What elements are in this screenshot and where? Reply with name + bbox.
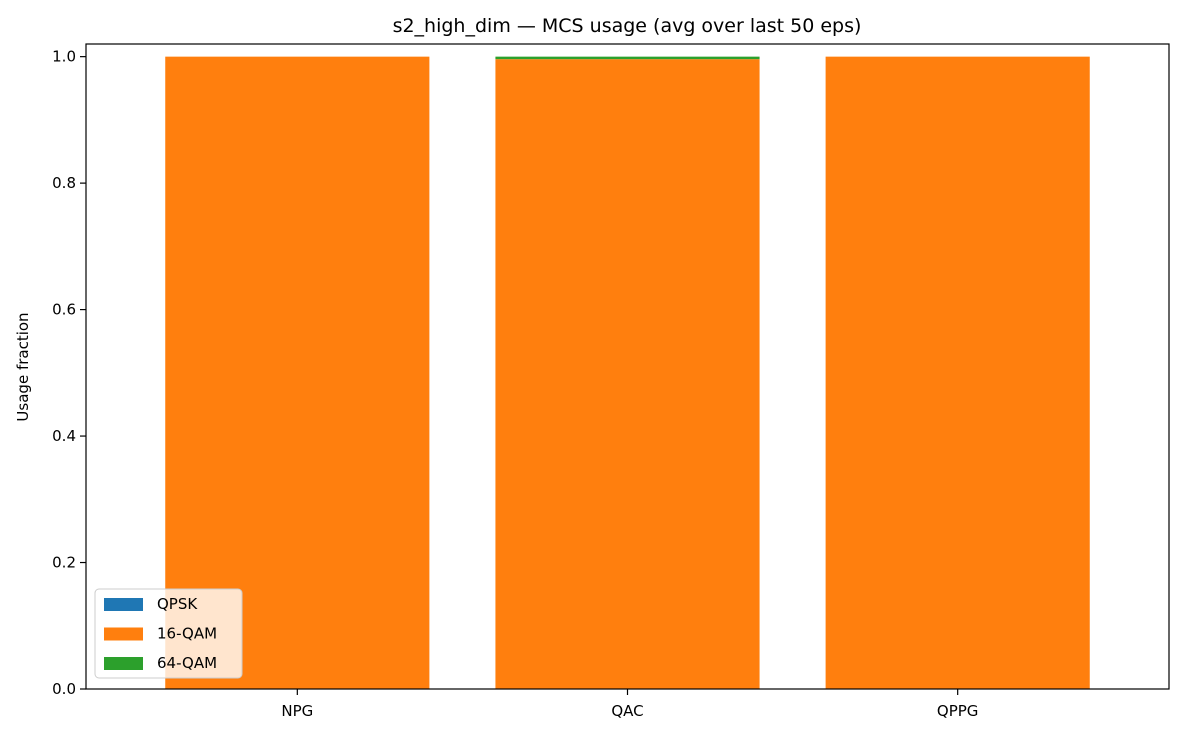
bar-qac-16-qam	[495, 59, 760, 690]
legend-swatch-64-qam	[104, 657, 143, 670]
bar-qac-64-qam	[495, 56, 760, 60]
x-tick-label: NPG	[281, 702, 313, 720]
legend-box	[94, 588, 243, 679]
bar-qppg-16-qam	[825, 56, 1090, 690]
y-tick-label: 0.0	[52, 680, 76, 698]
legend-label-qpsk: QPSK	[157, 595, 198, 613]
legend-swatch-qpsk	[104, 598, 143, 611]
legend: QPSK 16-QAM 64-QAM	[94, 588, 243, 679]
y-tick-label: 0.6	[52, 301, 76, 319]
y-tick-label: 0.8	[52, 174, 76, 192]
legend-label-16-qam: 16-QAM	[157, 625, 217, 643]
x-tick-label: QAC	[611, 702, 643, 720]
y-axis: 0.0 0.2 0.4 0.6 0.8 1.0	[52, 48, 86, 698]
bars-group	[165, 56, 1090, 690]
y-tick-label: 0.2	[52, 554, 76, 572]
plot-frame	[85, 43, 1170, 690]
legend-label-64-qam: 64-QAM	[157, 654, 217, 672]
x-axis: NPG QAC QPPG	[281, 689, 978, 720]
x-tick-label: QPPG	[937, 702, 979, 720]
y-tick-label: 1.0	[52, 48, 76, 66]
chart-title: s2_high_dim — MCS usage (avg over last 5…	[393, 15, 862, 37]
y-tick-label: 0.4	[52, 427, 76, 445]
legend-swatch-16-qam	[104, 627, 143, 641]
bar-npg-16-qam	[165, 56, 430, 690]
y-axis-label: Usage fraction	[14, 312, 32, 421]
